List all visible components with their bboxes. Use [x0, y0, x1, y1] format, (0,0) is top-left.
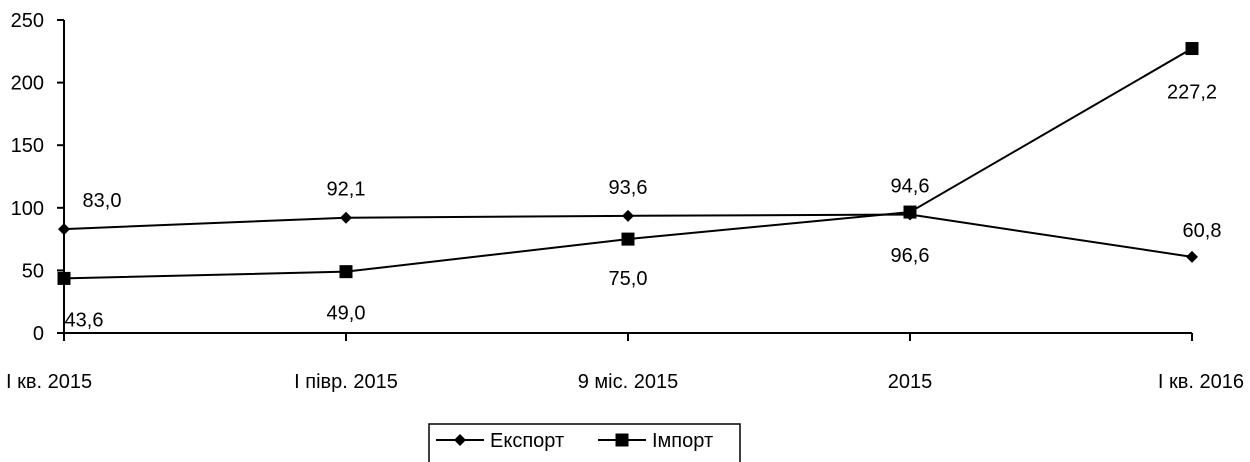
- import-point: [1185, 42, 1199, 56]
- legend-import-label: Імпорт: [652, 430, 713, 452]
- legend-frame: [428, 423, 741, 462]
- y-ticks: 0 50 100 150 200 250: [11, 10, 1193, 345]
- data-labels: 83,0 92,1 93,6 94,6 60,8 43,6 49,0 75,0 96,6 227,…: [65, 82, 1222, 332]
- legend: Експорт Імпорт: [428, 423, 741, 462]
- import-data-label: 49,0: [327, 303, 366, 325]
- y-tick-label: 200: [11, 73, 44, 95]
- y-tick-label: 0: [33, 323, 44, 345]
- export-point: [622, 209, 634, 222]
- import-point: [57, 271, 71, 285]
- x-tick-label: I кв. 2015: [6, 371, 92, 393]
- export-data-label: 60,8: [1183, 220, 1222, 242]
- x-tick-label: I півр. 2015: [294, 371, 398, 393]
- export-point: [1186, 250, 1198, 263]
- legend-export-label: Експорт: [490, 430, 564, 452]
- import-data-label: 43,6: [65, 309, 104, 331]
- y-tick-label: 250: [11, 10, 44, 32]
- import-data-label: 227,2: [1167, 82, 1217, 104]
- x-tick-label: 2015: [888, 371, 933, 393]
- export-point: [340, 211, 352, 224]
- import-data-label: 96,6: [891, 245, 930, 267]
- series-group: [57, 42, 1199, 285]
- export-data-label: 94,6: [891, 176, 930, 198]
- export-point: [58, 223, 70, 236]
- import-point: [903, 205, 917, 219]
- import-point: [339, 265, 353, 279]
- export-data-label: 92,1: [327, 179, 366, 201]
- y-tick-label: 150: [11, 135, 44, 157]
- y-tick-label: 50: [22, 260, 44, 282]
- legend-export-marker: [454, 434, 466, 446]
- export-data-label: 93,6: [609, 177, 648, 199]
- import-point: [621, 232, 635, 246]
- import-data-label: 75,0: [609, 268, 648, 290]
- x-tick-labels: I кв. 2015 I півр. 2015 9 міс. 2015 2015 I к…: [6, 371, 1244, 393]
- x-tick-label: I кв. 2016: [1158, 371, 1244, 393]
- y-tick-label: 100: [11, 198, 44, 220]
- legend-import-marker: [615, 433, 629, 447]
- export-data-label: 83,0: [83, 190, 122, 212]
- x-tick-label: 9 міс. 2015: [578, 371, 678, 393]
